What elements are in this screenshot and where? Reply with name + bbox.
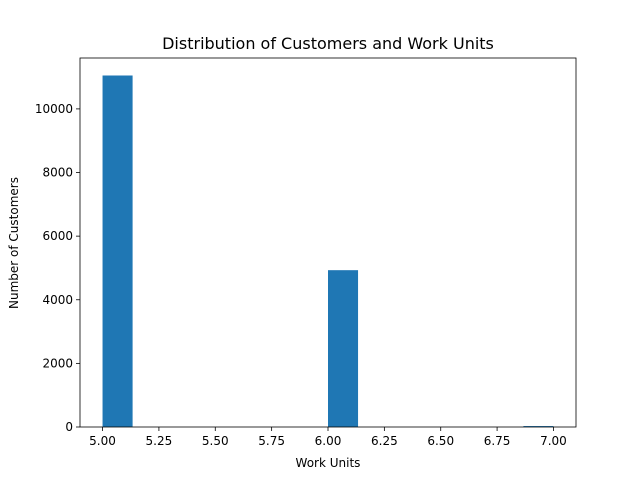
x-axis-label: Work Units — [296, 456, 361, 470]
x-tick-label-8: 7.00 — [540, 434, 567, 448]
histogram-bar-0 — [102, 75, 133, 427]
y-tick-label-4: 8000 — [42, 166, 73, 180]
x-tick-label-4: 6.00 — [315, 434, 342, 448]
x-axis-ticks: 5.00 5.25 5.50 5.75 6.00 6.25 6.50 6.75 7.00 — [89, 427, 567, 448]
y-axis-ticks: 0 2000 4000 6000 8000 10000 — [35, 102, 80, 434]
y-tick-label-5: 10000 — [35, 102, 73, 116]
y-axis-label: Number of Customers — [7, 177, 21, 309]
x-tick-label-3: 5.75 — [258, 434, 285, 448]
x-tick-label-0: 5.00 — [89, 434, 116, 448]
x-tick-label-6: 6.50 — [427, 434, 454, 448]
y-tick-label-1: 2000 — [42, 356, 73, 370]
histogram-bar-1 — [328, 270, 359, 427]
y-tick-label-2: 4000 — [42, 293, 73, 307]
y-tick-label-3: 6000 — [42, 229, 73, 243]
chart-title: Distribution of Customers and Work Units — [162, 34, 494, 53]
histogram-bar-2 — [523, 426, 554, 427]
bars-group — [102, 75, 554, 427]
x-tick-label-7: 6.75 — [484, 434, 511, 448]
x-tick-label-2: 5.50 — [202, 434, 229, 448]
x-tick-label-5: 6.25 — [371, 434, 398, 448]
x-tick-label-1: 5.25 — [146, 434, 173, 448]
y-tick-label-0: 0 — [65, 420, 73, 434]
